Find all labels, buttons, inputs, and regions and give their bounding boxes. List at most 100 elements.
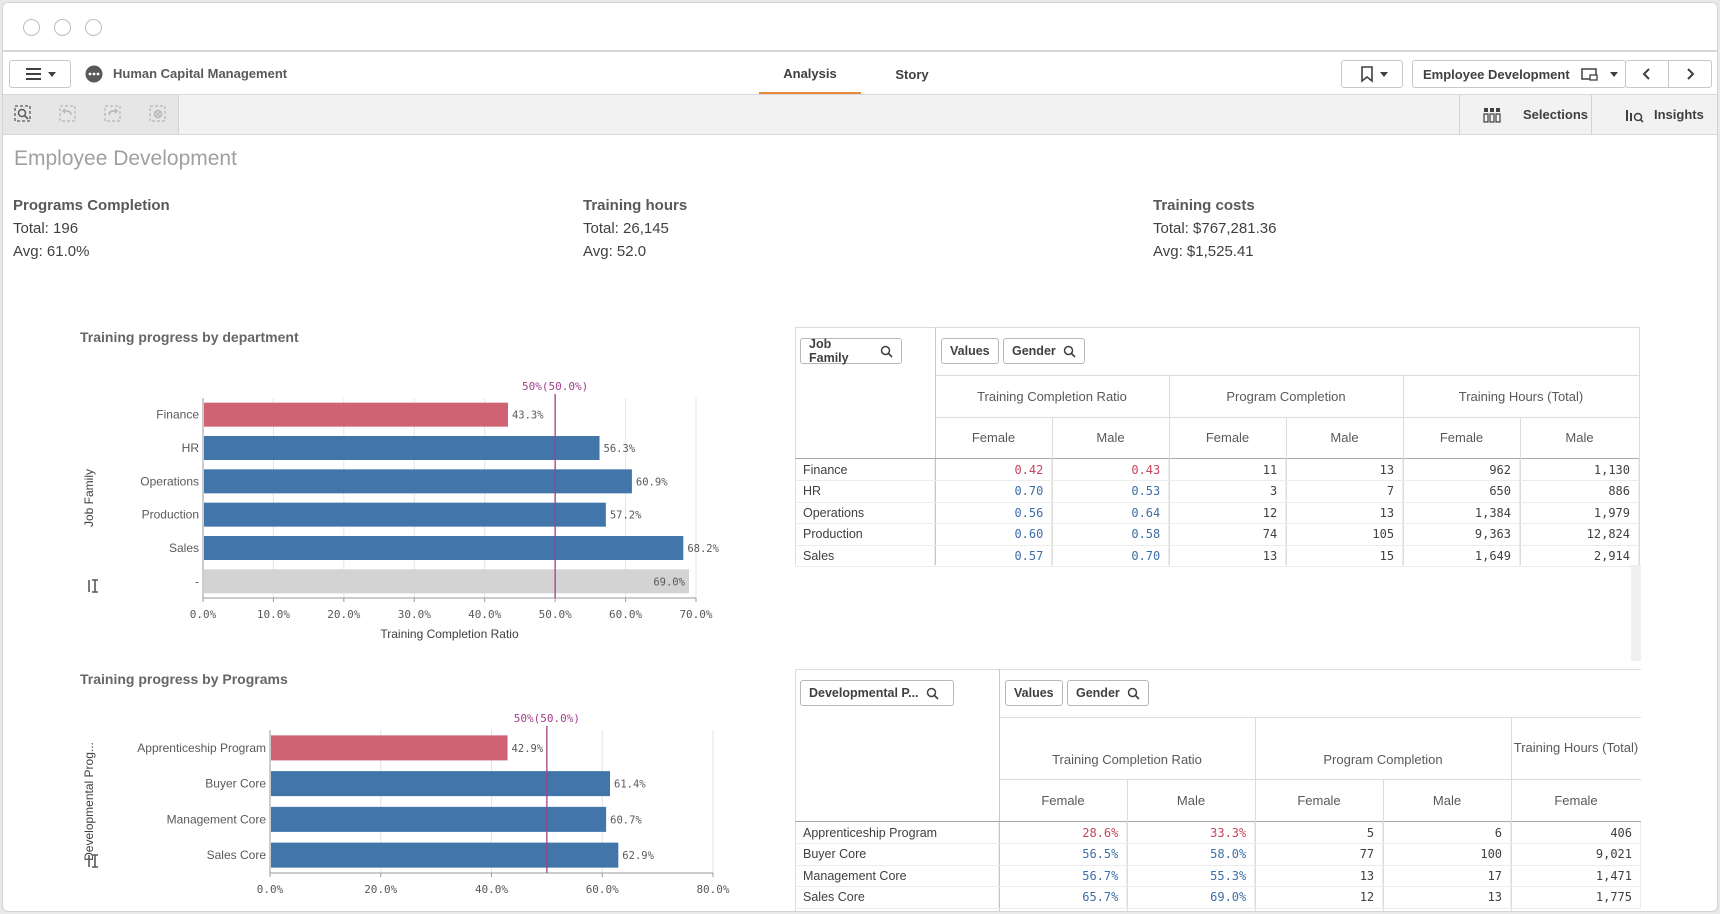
- developmental-program-dimension-pill[interactable]: Developmental P...: [800, 680, 954, 706]
- cell: 9,021: [1510, 843, 1641, 866]
- toolbar-divider: [1459, 95, 1460, 134]
- table-row[interactable]: Apprenticeship Program 28.6% 33.3% 5 6 4…: [795, 822, 1641, 844]
- pill-label: Gender: [1076, 686, 1120, 700]
- window-minimize-button[interactable]: [54, 19, 71, 36]
- col-sub-header[interactable]: Male: [1565, 430, 1594, 445]
- col-sub-header[interactable]: Female: [1439, 430, 1484, 445]
- bookmarks-button[interactable]: [1341, 60, 1403, 88]
- table-row[interactable]: Production 0.60 0.58 74 105 9,363 12,824: [795, 523, 1639, 546]
- col-group-header[interactable]: Program Completion: [1226, 388, 1346, 404]
- search-icon: [1063, 345, 1076, 358]
- global-menu-button[interactable]: [9, 60, 71, 88]
- cell: 13: [1285, 502, 1404, 524]
- cell: 1,979: [1519, 502, 1639, 524]
- clear-selections-button[interactable]: [146, 103, 170, 125]
- table-row[interactable]: Finance 0.42 0.43 11 13 962 1,130: [795, 459, 1639, 481]
- table-scrollbar[interactable]: [1631, 565, 1641, 661]
- cell: 28.6%: [998, 822, 1128, 844]
- y-category-label: Operations: [140, 474, 199, 488]
- col-sub-header[interactable]: Male: [1432, 792, 1462, 808]
- table-row[interactable]: Sales 0.57 0.70 13 15 1,649 2,914: [795, 545, 1639, 567]
- values-pill[interactable]: Values: [941, 338, 999, 364]
- cell: 17: [1382, 865, 1512, 887]
- col-sub-header[interactable]: Male: [1330, 430, 1359, 445]
- cell: 77: [1254, 843, 1384, 866]
- cell: 33.3%: [1126, 822, 1256, 844]
- cell: 1,384: [1402, 502, 1520, 524]
- window-close-button[interactable]: [23, 19, 40, 36]
- table-row[interactable]: Buyer Core 56.5% 58.0% 77 100 9,021: [795, 843, 1641, 866]
- insights-button[interactable]: Insights: [1591, 95, 1717, 134]
- y-axis-title: Developmental Prog...: [82, 742, 96, 861]
- row-label[interactable]: Sales: [795, 545, 936, 567]
- cell: 13: [1285, 459, 1404, 481]
- gender-pill[interactable]: Gender: [1067, 680, 1149, 706]
- kpi-training-hours[interactable]: Training hours Total: 26,145 Avg: 52.0: [583, 194, 687, 263]
- col-sub-header[interactable]: Female: [1554, 792, 1598, 808]
- chart-training-by-department[interactable]: 0.0% 10.0% 20.0% 30.0% 40.0% 50.0% 60.0% 70.0% F…: [73, 358, 743, 663]
- pill-label: Developmental P...: [809, 686, 919, 700]
- col-sub-header[interactable]: Female: [1205, 430, 1250, 445]
- kpi-avg: Avg: 52.0: [583, 243, 647, 260]
- x-tick-label: 50.0%: [539, 608, 572, 621]
- table-row[interactable]: HR 0.70 0.53 3 7 650 886: [795, 480, 1639, 503]
- col-group-header[interactable]: Training Completion Ratio: [1052, 751, 1202, 767]
- col-group-header[interactable]: Training Hours (Total): [1513, 740, 1639, 755]
- bar-finance: [204, 402, 508, 427]
- tab-story[interactable]: Story: [895, 66, 929, 82]
- chart1-title: Training progress by department: [80, 329, 299, 345]
- previous-sheet-button[interactable]: [1625, 60, 1669, 88]
- col-sub-header[interactable]: Female: [1041, 792, 1085, 808]
- cell: 69.0%: [1126, 886, 1256, 909]
- job-family-dimension-pill[interactable]: Job Family: [800, 337, 902, 365]
- pill-label: Gender: [1012, 344, 1056, 358]
- selections-button[interactable]: Selections: [1459, 95, 1591, 134]
- col-sub-header[interactable]: Male: [1176, 792, 1206, 808]
- chart-training-by-programs[interactable]: 0.0% 20.0% 40.0% 60.0% 80.0% Apprenticeship P…: [73, 700, 743, 912]
- app-navbar: Human Capital Management Analysis Story …: [3, 54, 1717, 95]
- y-category-label: Production: [142, 508, 199, 522]
- row-label[interactable]: Finance: [795, 459, 936, 481]
- sheet-selector[interactable]: Employee Development: [1412, 60, 1626, 88]
- row-label[interactable]: Buyer Core: [795, 843, 1000, 866]
- step-back-button[interactable]: [56, 103, 80, 125]
- tab-analysis[interactable]: Analysis: [759, 54, 861, 94]
- col-group-header[interactable]: Training Hours (Total): [1458, 388, 1584, 404]
- values-pill[interactable]: Values: [1005, 680, 1063, 706]
- row-label[interactable]: Sales Core: [795, 886, 1000, 909]
- kpi-avg: Avg: $1,525.41: [1153, 243, 1254, 260]
- smart-search-button[interactable]: [11, 103, 35, 125]
- gender-pill[interactable]: Gender: [1003, 338, 1085, 364]
- next-sheet-button[interactable]: [1668, 60, 1712, 88]
- cell: 0.43: [1051, 459, 1170, 481]
- table-row[interactable]: Sales Core 65.7% 69.0% 12 13 1,775: [795, 886, 1641, 909]
- kpi-training-costs[interactable]: Training costs Total: $767,281.36 Avg: $…: [1153, 194, 1276, 263]
- bar-hr: [204, 436, 600, 460]
- col-sub-header[interactable]: Male: [1096, 430, 1125, 445]
- step-forward-button[interactable]: [101, 103, 125, 125]
- y-category-label: Buyer Core: [205, 777, 266, 791]
- bar-production: [204, 502, 606, 527]
- col-sub-header[interactable]: Female: [1297, 792, 1341, 808]
- cell: 11: [1168, 459, 1287, 481]
- app-options-icon[interactable]: [85, 65, 103, 83]
- col-sub-header[interactable]: Female: [971, 430, 1016, 445]
- kpi-programs-completion[interactable]: Programs Completion Total: 196 Avg: 61.0…: [13, 194, 170, 263]
- row-label[interactable]: HR: [795, 480, 936, 503]
- table-row[interactable]: Management Core 56.7% 55.3% 13 17 1,471: [795, 865, 1641, 887]
- search-icon: [1127, 687, 1140, 700]
- cell: 15: [1285, 545, 1404, 567]
- col-group-header[interactable]: Training Completion Ratio: [977, 388, 1127, 404]
- window-titlebar: [3, 3, 1717, 52]
- col-group-header[interactable]: Program Completion: [1323, 751, 1443, 767]
- row-label[interactable]: Operations: [795, 502, 936, 524]
- x-tick-label: 20.0%: [327, 608, 360, 621]
- data-label: 56.3%: [604, 443, 636, 455]
- row-label[interactable]: Apprenticeship Program: [795, 822, 1000, 844]
- row-label[interactable]: Management Core: [795, 865, 1000, 887]
- cell: 962: [1402, 459, 1520, 481]
- window-maximize-button[interactable]: [85, 19, 102, 36]
- row-label[interactable]: Production: [795, 523, 936, 546]
- data-label: 60.9%: [636, 476, 668, 488]
- table-row[interactable]: Operations 0.56 0.64 12 13 1,384 1,979: [795, 502, 1639, 524]
